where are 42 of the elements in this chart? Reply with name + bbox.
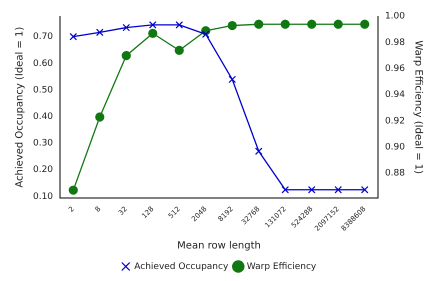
point [254, 147, 263, 155]
point [228, 20, 237, 30]
y2-tick-label: 0.96 [384, 64, 406, 74]
point [148, 21, 157, 29]
y2-axis-title: Warp Efficiency (Ideal = 1) [412, 40, 424, 174]
point [96, 28, 104, 36]
y2-tick-label: 0.98 [384, 38, 406, 48]
y2-tick-label: 0.90 [384, 142, 406, 152]
y2-tick-label: 0.88 [384, 168, 406, 179]
point [334, 20, 343, 29]
x-axis-title: Mean row length [177, 240, 261, 252]
point [360, 20, 370, 29]
point [228, 76, 236, 84]
point [281, 186, 290, 194]
point [254, 20, 264, 29]
y-axis-title: Achieved Occupancy (Ideal = 1) [14, 26, 26, 188]
point [122, 51, 131, 60]
y2-tick-label: 1.00 [384, 12, 406, 22]
y-tick-label: 0.30 [32, 138, 54, 149]
point [174, 46, 184, 55]
point [148, 28, 158, 38]
y-tick-label: 0.10 [32, 192, 54, 202]
y-tick-label: 0.20 [32, 165, 54, 176]
point [334, 186, 342, 194]
point [70, 32, 78, 40]
point [307, 20, 316, 29]
point [95, 112, 104, 122]
y2-tick-label: 0.94 [384, 90, 406, 100]
point [175, 21, 184, 29]
legend-label: Achieved Occupancy [134, 262, 229, 272]
y-tick-label: 0.50 [32, 85, 54, 96]
point [308, 186, 316, 194]
y-tick-label: 0.40 [32, 112, 54, 122]
y-tick-label: 0.70 [32, 32, 54, 42]
point [280, 20, 290, 29]
point [360, 186, 368, 194]
point [68, 186, 78, 195]
point [202, 30, 210, 38]
y2-tick-label: 0.92 [384, 116, 406, 126]
point [122, 24, 130, 32]
y-tick-label: 0.60 [32, 58, 54, 69]
legend-label: Warp Efficiency [246, 262, 317, 272]
